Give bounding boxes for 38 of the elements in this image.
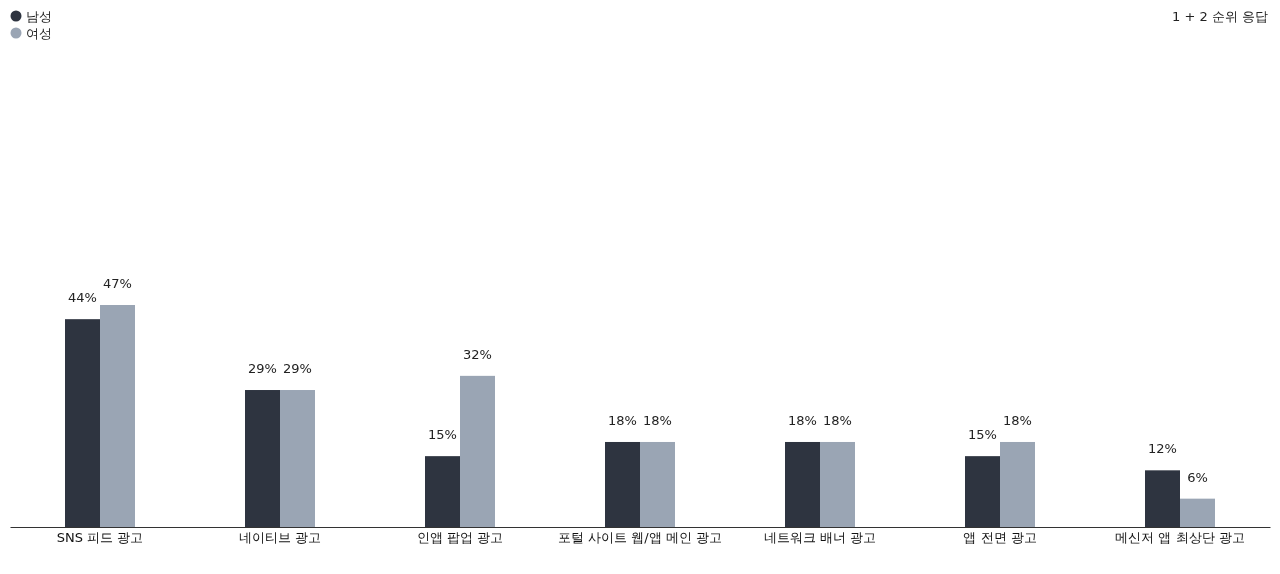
- x-tick-label: 네이티브 광고: [238, 529, 322, 545]
- legend-label: 남성: [26, 8, 52, 24]
- x-tick-label: 포털 사이트 웹/앱 메인 광고: [558, 529, 722, 545]
- data-label: 18%: [643, 412, 672, 428]
- bar: [100, 305, 135, 527]
- bar: [820, 441, 855, 527]
- legend-label: 여성: [26, 25, 52, 41]
- data-label: 47%: [103, 276, 132, 291]
- data-label: 18%: [788, 412, 817, 428]
- data-label: 29%: [248, 361, 277, 377]
- data-label: 18%: [823, 412, 852, 428]
- bar: [1000, 441, 1035, 527]
- bar: [245, 390, 280, 527]
- x-tick-label: 앱 전면 광고: [963, 529, 1037, 545]
- bar: [605, 441, 640, 527]
- bar: [460, 375, 495, 527]
- x-tick-label: 네트워크 배너 광고: [763, 529, 877, 545]
- data-label: 6%: [1187, 469, 1208, 485]
- bar: [65, 319, 100, 527]
- bar: [425, 456, 460, 527]
- bar: [785, 441, 820, 527]
- x-tick-label: 인앱 팝업 광고: [416, 529, 504, 545]
- data-label: 29%: [283, 361, 312, 377]
- bar: [640, 441, 675, 527]
- data-label: 15%: [428, 427, 457, 443]
- data-label: 18%: [608, 412, 637, 428]
- data-label: 12%: [1148, 441, 1177, 457]
- data-label: 18%: [1003, 412, 1032, 428]
- data-label: 32%: [463, 346, 492, 362]
- bar: [1180, 498, 1215, 527]
- data-label: 15%: [968, 427, 997, 443]
- x-tick-label: 메신저 앱 최상단 광고: [1115, 529, 1245, 545]
- bar: [965, 456, 1000, 527]
- text: 1 + 2 순위 응답: [1172, 8, 1268, 24]
- bar: [1145, 470, 1180, 527]
- x-tick-label: SNS 피드 광고: [56, 529, 144, 545]
- bar: [280, 390, 315, 527]
- data-label: 44%: [68, 290, 97, 306]
